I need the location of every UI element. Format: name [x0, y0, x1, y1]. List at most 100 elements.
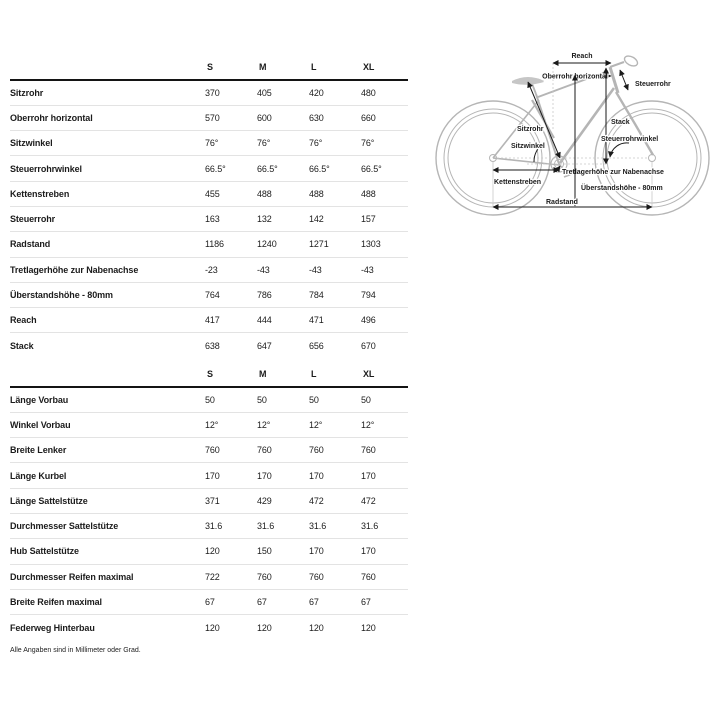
table-row: Sitzrohr 370 405 420 480 [10, 80, 408, 106]
row-label: Steuerrohrwinkel [10, 163, 82, 174]
cell-value: 420 [309, 87, 324, 98]
row-label: Federweg Hinterbau [10, 622, 95, 633]
corner-cell [10, 55, 205, 80]
row-label: Reach [10, 315, 37, 326]
cell-value: -43 [257, 264, 270, 275]
cell-value: 371 [205, 495, 220, 506]
cell-value: 1271 [309, 239, 329, 250]
cell-value: 170 [309, 546, 324, 557]
cell-value: -23 [205, 264, 218, 275]
table-header-row: S M L XL [10, 362, 408, 387]
row-label: Sitzwinkel [10, 138, 53, 149]
cell-value: 163 [205, 214, 220, 225]
table-row: Durchmesser Reifen maximal 722 760 760 760 [10, 564, 408, 590]
saddle-icon [512, 77, 544, 85]
table-row: Federweg Hinterbau 120 120 120 120 [10, 615, 408, 640]
cell-value: 784 [309, 290, 324, 301]
column-header-s: S [207, 62, 213, 72]
wheelbase-label: Radstand [546, 199, 578, 206]
cell-value: 472 [361, 495, 376, 506]
cell-value: 760 [257, 571, 272, 582]
row-label: Stack [10, 340, 34, 351]
units-footnote: Alle Angaben sind in Millimeter oder Gra… [10, 647, 141, 654]
cell-value: 760 [309, 445, 324, 456]
row-label: Steuerrohr [10, 214, 56, 225]
cell-value: 150 [257, 546, 272, 557]
cell-value: 1303 [361, 239, 381, 250]
cell-value: 170 [361, 470, 376, 481]
table-row: Stack 638 647 656 670 [10, 333, 408, 358]
table-row: Länge Kurbel 170 170 170 170 [10, 463, 408, 489]
komponenten-table: S M L XL Länge Vorbau 50 50 50 50 Winkel Vorbau 12… [10, 362, 408, 640]
cell-value: 12° [257, 419, 271, 430]
table-row: Oberrohr horizontal 570 600 630 660 [10, 105, 408, 131]
table-row: Länge Sattelstütze 371 429 472 472 [10, 488, 408, 514]
headangle-arc [607, 142, 630, 158]
component-spec-table-container: S M L XL Länge Vorbau 50 50 50 50 Winkel Vorbau 12… [10, 362, 408, 640]
table-row: Breite Reifen maximal 67 67 67 67 [10, 589, 408, 615]
cell-value: 660 [361, 112, 376, 123]
cell-value: 120 [205, 546, 220, 557]
cell-value: 142 [309, 214, 324, 225]
row-label: Länge Vorbau [10, 394, 69, 405]
cell-value: 670 [361, 340, 376, 351]
cell-value: 472 [309, 495, 324, 506]
cell-value: 12° [309, 419, 323, 430]
table-row: Überstandshöhe - 80mm 764 786 784 794 [10, 282, 408, 308]
cell-value: 120 [309, 622, 324, 633]
cell-value: 764 [205, 290, 220, 301]
row-label: Winkel Vorbau [10, 419, 71, 430]
table-row: Steuerrohr 163 132 142 157 [10, 206, 408, 232]
cell-value: 722 [205, 571, 220, 582]
cell-value: 120 [361, 622, 376, 633]
cell-value: 120 [257, 622, 272, 633]
cell-value: 1240 [257, 239, 277, 250]
cell-value: 600 [257, 112, 272, 123]
row-label: Sitzrohr [10, 87, 44, 98]
headtube-label: Steuerrohr [635, 81, 671, 88]
headtube-arrow [619, 69, 629, 91]
rahmengeometrie-table: S M L XL Sitzrohr 370 405 420 480 Oberrohr horizo… [10, 55, 408, 358]
cell-value: 1186 [205, 239, 224, 250]
bbheight-arrow [554, 165, 561, 173]
cell-value: 170 [309, 470, 324, 481]
cell-value: 31.6 [309, 521, 327, 532]
cell-value: 471 [309, 315, 324, 326]
dimension-annotations: Reach Oberrohr horizontal Steuerrohr Sta… [492, 52, 672, 210]
row-label: Radstand [10, 239, 51, 250]
seatangle-label: Sitzwinkel [511, 143, 545, 150]
cell-value: 76° [205, 138, 219, 149]
cell-value: 370 [205, 87, 220, 98]
table-row: Tretlagerhöhe zur Nabenachse -23 -43 -43 -43 [10, 257, 408, 283]
chainstay-label: Kettenstreben [494, 179, 541, 186]
cell-value: 12° [205, 419, 219, 430]
row-label: Tretlagerhöhe zur Nabenachse [10, 264, 139, 275]
column-header-xl: XL [363, 369, 375, 379]
cell-value: 76° [309, 138, 323, 149]
cell-value: 67 [361, 597, 371, 608]
cell-value: 76° [257, 138, 271, 149]
cell-value: 405 [257, 87, 272, 98]
cell-value: 786 [257, 290, 272, 301]
cell-value: 760 [309, 571, 324, 582]
cell-value: 66.5° [361, 163, 382, 174]
cell-value: 488 [309, 188, 324, 199]
cell-value: 31.6 [205, 521, 223, 532]
cell-value: 31.6 [257, 521, 275, 532]
table-row: Durchmesser Sattelstütze 31.6 31.6 31.6 31.6 [10, 513, 408, 539]
row-label: Breite Reifen maximal [10, 597, 102, 608]
table-row: Sitzwinkel 76° 76° 76° 76° [10, 131, 408, 156]
cell-value: 760 [361, 445, 376, 456]
row-label: Länge Sattelstütze [10, 495, 88, 506]
cell-value: 120 [205, 622, 220, 633]
cell-value: 444 [257, 315, 272, 326]
cell-value: 67 [257, 597, 267, 608]
cell-value: 66.5° [205, 163, 226, 174]
cell-value: 429 [257, 495, 272, 506]
standover-label: Überstandshöhe - 80mm [581, 183, 663, 192]
cell-value: 31.6 [361, 521, 379, 532]
cell-value: -43 [361, 264, 374, 275]
cell-value: 170 [257, 470, 272, 481]
frame-geometry-table-container: S M L XL Sitzrohr 370 405 420 480 Oberrohr horizo… [10, 55, 408, 358]
